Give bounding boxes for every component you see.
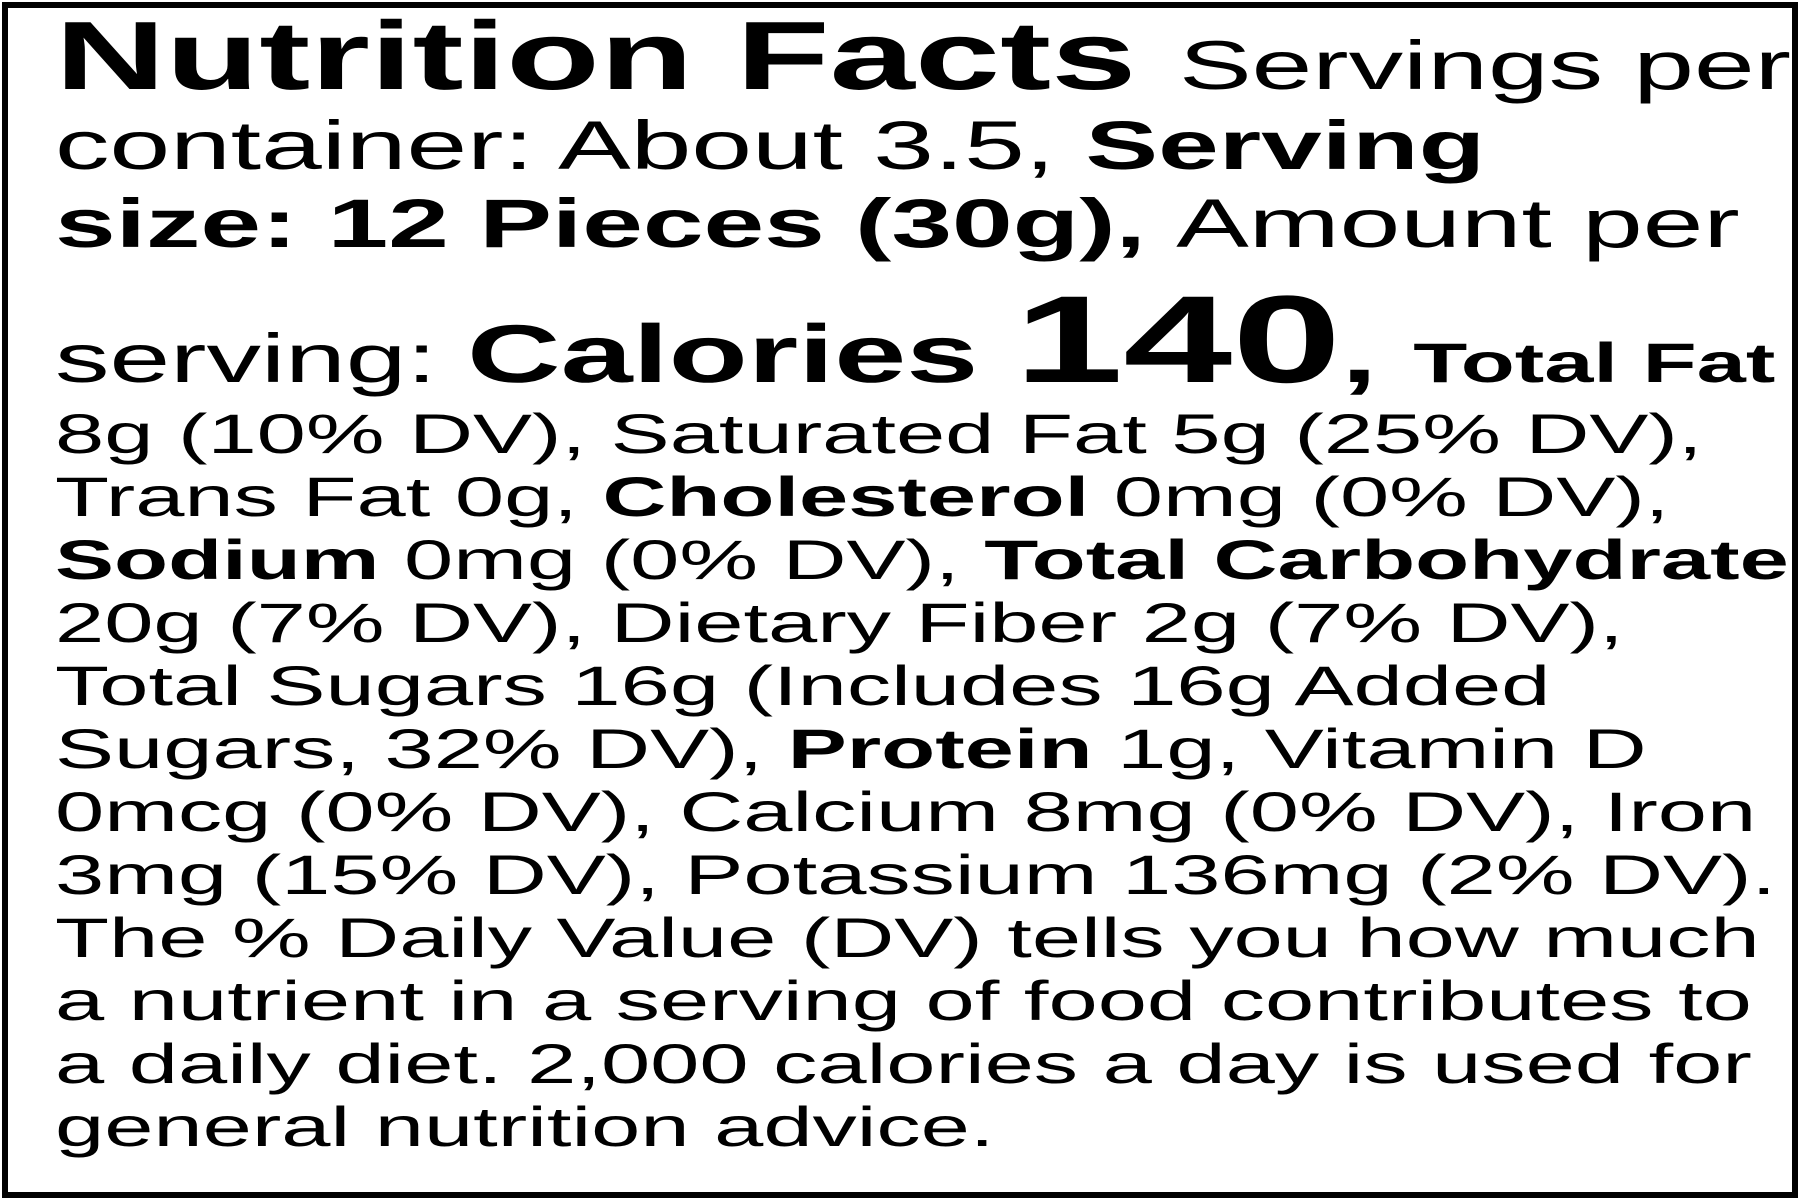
sodium-label: Sodium: [55, 528, 380, 591]
text-segment: 0mg (0% DV),: [379, 528, 985, 591]
text-segment: serving:: [55, 320, 468, 397]
servings-per-container: container: About 3.5,: [55, 107, 1086, 184]
serving-size: size: 12 Pieces (30g),: [55, 185, 1177, 262]
label-line-12: 3mg (15% DV), Potassium 136mg (2% DV).: [55, 847, 1776, 903]
footnote-text: The % Daily Value (DV) tells you how muc…: [55, 906, 1760, 969]
label-line-2: container: About 3.5, Serving: [55, 111, 1485, 180]
label-title: Nutrition Facts: [55, 1, 1179, 110]
label-line-16: general nutrition advice.: [55, 1099, 994, 1155]
text-segment: 1g, Vitamin D: [1092, 717, 1647, 780]
footnote-text: a nutrient in a serving of food contribu…: [55, 969, 1752, 1032]
label-line-3: size: 12 Pieces (30g), Amount per: [55, 189, 1740, 258]
label-line-5: 8g (10% DV), Saturated Fat 5g (25% DV),: [55, 406, 1702, 462]
text-segment: Amount per: [1176, 185, 1740, 262]
label-line-11: 0mcg (0% DV), Calcium 8mg (0% DV), Iron: [55, 784, 1756, 840]
text-segment: Sugars, 32% DV),: [55, 717, 788, 780]
text-segment: 0mg (0% DV),: [1089, 465, 1670, 528]
calories-label: Calories: [467, 309, 1015, 400]
calories-value: 140: [1014, 271, 1342, 409]
label-line-7: Sodium 0mg (0% DV), Total Carbohydrate: [55, 532, 1789, 588]
text-segment: Serving: [1085, 107, 1486, 184]
text-segment: 8g (10% DV), Saturated Fat 5g (25% DV),: [55, 402, 1703, 465]
total-carbohydrate-label: Total Carbohydrate: [984, 528, 1789, 591]
footnote-text: a daily diet. 2,000 calories a day is us…: [55, 1032, 1752, 1095]
label-line-6: Trans Fat 0g, Cholesterol 0mg (0% DV),: [55, 469, 1669, 525]
footnote-text: general nutrition advice.: [55, 1095, 995, 1158]
cholesterol-label: Cholesterol: [602, 465, 1090, 528]
label-line-8: 20g (7% DV), Dietary Fiber 2g (7% DV),: [55, 595, 1624, 651]
text-segment: 3mg (15% DV), Potassium 136mg (2% DV).: [55, 843, 1777, 906]
label-line-9: Total Sugars 16g (Includes 16g Added: [55, 658, 1550, 714]
total-fat-label: Total Fat: [1413, 331, 1776, 394]
text-segment: 0mcg (0% DV), Calcium 8mg (0% DV), Iron: [55, 780, 1757, 843]
text-segment: Trans Fat 0g,: [55, 465, 603, 528]
label-line-4: serving: Calories 140, Total Fat: [55, 278, 1775, 402]
label-line-10: Sugars, 32% DV), Protein 1g, Vitamin D: [55, 721, 1647, 777]
text-segment: ,: [1341, 309, 1414, 400]
text-segment: Total Sugars 16g (Includes 16g Added: [55, 654, 1551, 717]
label-line-13: The % Daily Value (DV) tells you how muc…: [55, 910, 1760, 966]
label-line-15: a daily diet. 2,000 calories a day is us…: [55, 1036, 1752, 1092]
protein-label: Protein: [787, 717, 1093, 780]
label-line-14: a nutrient in a serving of food contribu…: [55, 973, 1752, 1029]
text-segment: Servings per: [1178, 27, 1791, 104]
text-segment: 20g (7% DV), Dietary Fiber 2g (7% DV),: [55, 591, 1624, 654]
label-line-1: Nutrition Facts Servings per: [55, 7, 1791, 104]
